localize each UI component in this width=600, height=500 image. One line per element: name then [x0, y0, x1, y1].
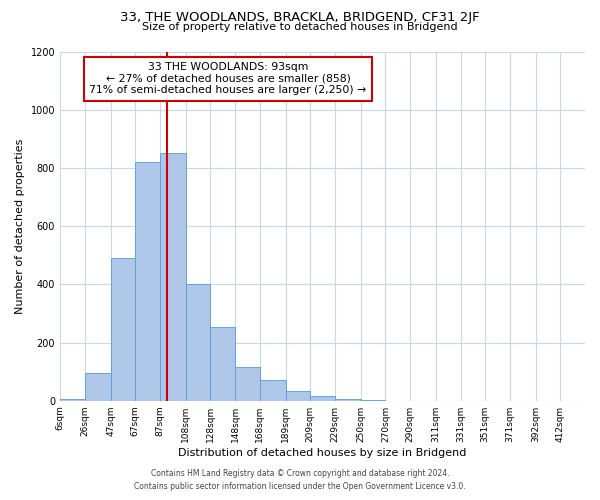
Text: 33, THE WOODLANDS, BRACKLA, BRIDGEND, CF31 2JF: 33, THE WOODLANDS, BRACKLA, BRIDGEND, CF… [120, 10, 480, 24]
Bar [211, 326, 235, 400]
Text: Contains HM Land Registry data © Crown copyright and database right 2024.
Contai: Contains HM Land Registry data © Crown c… [134, 470, 466, 491]
Bar [135, 162, 160, 400]
Text: 33 THE WOODLANDS: 93sqm
← 27% of detached houses are smaller (858)
71% of semi-d: 33 THE WOODLANDS: 93sqm ← 27% of detache… [89, 62, 367, 95]
Bar [110, 258, 135, 400]
Bar [186, 284, 211, 401]
X-axis label: Distribution of detached houses by size in Bridgend: Distribution of detached houses by size … [178, 448, 467, 458]
Bar [160, 154, 186, 400]
Bar [260, 380, 286, 400]
Y-axis label: Number of detached properties: Number of detached properties [15, 138, 25, 314]
Text: Size of property relative to detached houses in Bridgend: Size of property relative to detached ho… [142, 22, 458, 32]
Bar [85, 373, 110, 400]
Bar [235, 367, 260, 400]
Bar [286, 390, 310, 400]
Bar [310, 396, 335, 400]
